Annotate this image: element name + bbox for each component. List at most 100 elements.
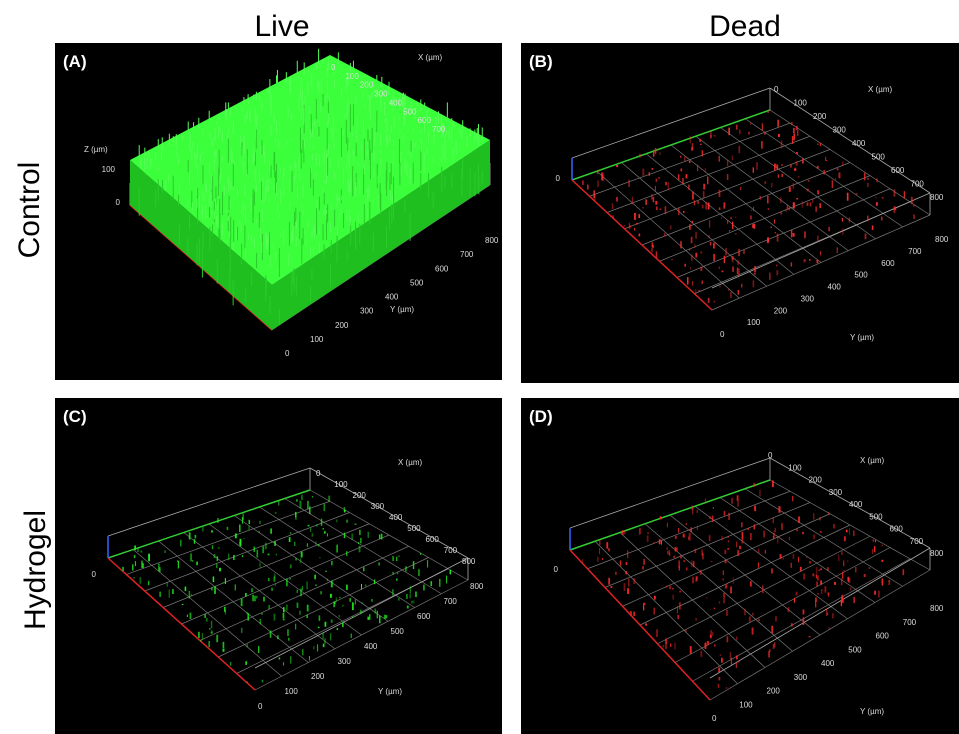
y-tick-label: 400 [364, 642, 378, 651]
x-tick-label: 0 [768, 451, 773, 460]
x-tick-label: 600 [418, 116, 432, 125]
y-tick-label: 200 [335, 321, 349, 330]
y-tick-label: 400 [821, 659, 835, 668]
y-tick-label: 0 [712, 714, 717, 723]
y-tick-label: 300 [360, 307, 374, 316]
y-tick-label: 600 [435, 264, 449, 273]
y-tick-label: 700 [444, 597, 458, 606]
x-tick-label: 0 [774, 85, 779, 94]
y-axis-title: Y (µm) [850, 333, 874, 342]
panel-background [521, 398, 959, 734]
y-axis-title: Y (µm) [390, 305, 414, 314]
x-tick-label: 300 [374, 90, 388, 99]
x-tick-label: 100 [345, 72, 359, 81]
figure: Live Dead Control Hydrogel (A)0100200300… [0, 0, 959, 734]
x-tick-label: 400 [389, 98, 403, 107]
y-tick-label: 300 [801, 294, 815, 303]
z-tick-label: 0 [116, 198, 121, 207]
x-axis-title: X (µm) [860, 456, 884, 465]
x-tick-label: 700 [911, 180, 925, 189]
x-axis-title: X (µm) [418, 53, 442, 62]
y-tick-label: 800 [930, 604, 944, 613]
x-tick-label: 500 [869, 512, 883, 521]
y-tick-label: 0 [285, 349, 290, 358]
panel-label: (D) [529, 407, 553, 426]
x-tick-label: 400 [389, 513, 403, 522]
x-tick-label: 400 [849, 500, 863, 509]
y-tick-label: 400 [828, 283, 842, 292]
y-tick-label: 800 [935, 235, 949, 244]
y-tick-label: 300 [338, 657, 352, 666]
x-axis-title: X (µm) [398, 458, 422, 467]
y-tick-label: 700 [460, 250, 474, 259]
z-tick-label: 0 [556, 174, 561, 183]
x-tick-label: 200 [353, 491, 367, 500]
x-tick-label: 200 [360, 81, 374, 90]
x-tick-label: 500 [872, 153, 886, 162]
y-tick-label: 200 [311, 672, 325, 681]
panel-label: (C) [63, 407, 87, 426]
z-tick-label: 100 [102, 165, 116, 174]
x-tick-label: 800 [930, 549, 944, 558]
column-header: Live [254, 10, 309, 43]
x-tick-label: 0 [316, 469, 321, 478]
y-tick-label: 600 [881, 259, 895, 268]
x-tick-label: 700 [910, 537, 924, 546]
z-axis-title: Z (µm) [84, 145, 108, 154]
row-label: Hydrogel [19, 510, 52, 630]
y-axis-title: Y (µm) [860, 707, 884, 716]
column-header: Dead [709, 10, 781, 43]
x-tick-label: 100 [788, 463, 802, 472]
y-tick-label: 100 [739, 700, 753, 709]
x-tick-label: 500 [403, 107, 417, 116]
y-tick-label: 700 [903, 618, 917, 627]
x-tick-label: 300 [371, 502, 385, 511]
y-tick-label: 400 [385, 293, 399, 302]
panel-background [55, 398, 502, 734]
panel-label: (B) [529, 52, 553, 71]
x-tick-label: 400 [852, 139, 866, 148]
x-tick-label: 200 [809, 476, 823, 485]
x-tick-label: 700 [432, 125, 446, 134]
y-tick-label: 500 [410, 278, 424, 287]
y-tick-label: 200 [774, 306, 788, 315]
y-tick-label: 500 [854, 271, 868, 280]
x-tick-label: 500 [407, 524, 421, 533]
y-tick-label: 500 [391, 627, 405, 636]
z-tick-label: 0 [92, 570, 97, 579]
y-tick-label: 0 [720, 330, 725, 339]
y-tick-label: 100 [285, 687, 299, 696]
y-tick-label: 600 [876, 632, 890, 641]
row-label: Control [13, 162, 46, 259]
y-tick-label: 600 [417, 612, 431, 621]
x-tick-label: 600 [890, 525, 904, 534]
x-tick-label: 100 [794, 99, 808, 108]
y-tick-label: 100 [747, 318, 761, 327]
y-tick-label: 300 [794, 673, 808, 682]
y-tick-label: 500 [848, 645, 862, 654]
panel-label: (A) [63, 52, 87, 71]
z-tick-label: 0 [554, 565, 559, 574]
panel: (C) 0 100 200 300 400 500 600 700 800 0 100 200 300 40… [55, 398, 502, 734]
x-tick-label: 600 [426, 535, 440, 544]
x-tick-label: 300 [833, 126, 847, 135]
x-tick-label: 0 [331, 63, 336, 72]
panel-background [521, 43, 959, 383]
y-tick-label: 100 [310, 335, 324, 344]
y-axis-title: Y (µm) [378, 687, 402, 696]
y-tick-label: 0 [258, 702, 263, 711]
x-tick-label: 700 [444, 546, 458, 555]
panel: (A)0100200300400500600700010020030040050… [55, 43, 502, 380]
panel: (B)0100200300400500600700800010020030040… [521, 43, 959, 383]
panel: (D) 0 100 200 300 400 500 600 700 800 0 100 200 300 40… [521, 398, 959, 734]
x-tick-label: 800 [930, 193, 944, 202]
y-tick-label: 700 [908, 247, 922, 256]
x-axis-title: X (µm) [868, 85, 892, 94]
x-tick-label: 100 [334, 480, 348, 489]
y-tick-label: 800 [470, 582, 484, 591]
x-tick-label: 800 [462, 557, 476, 566]
x-tick-label: 300 [829, 488, 843, 497]
x-tick-label: 600 [891, 166, 905, 175]
y-tick-label: 200 [767, 687, 781, 696]
y-tick-label: 800 [485, 236, 499, 245]
